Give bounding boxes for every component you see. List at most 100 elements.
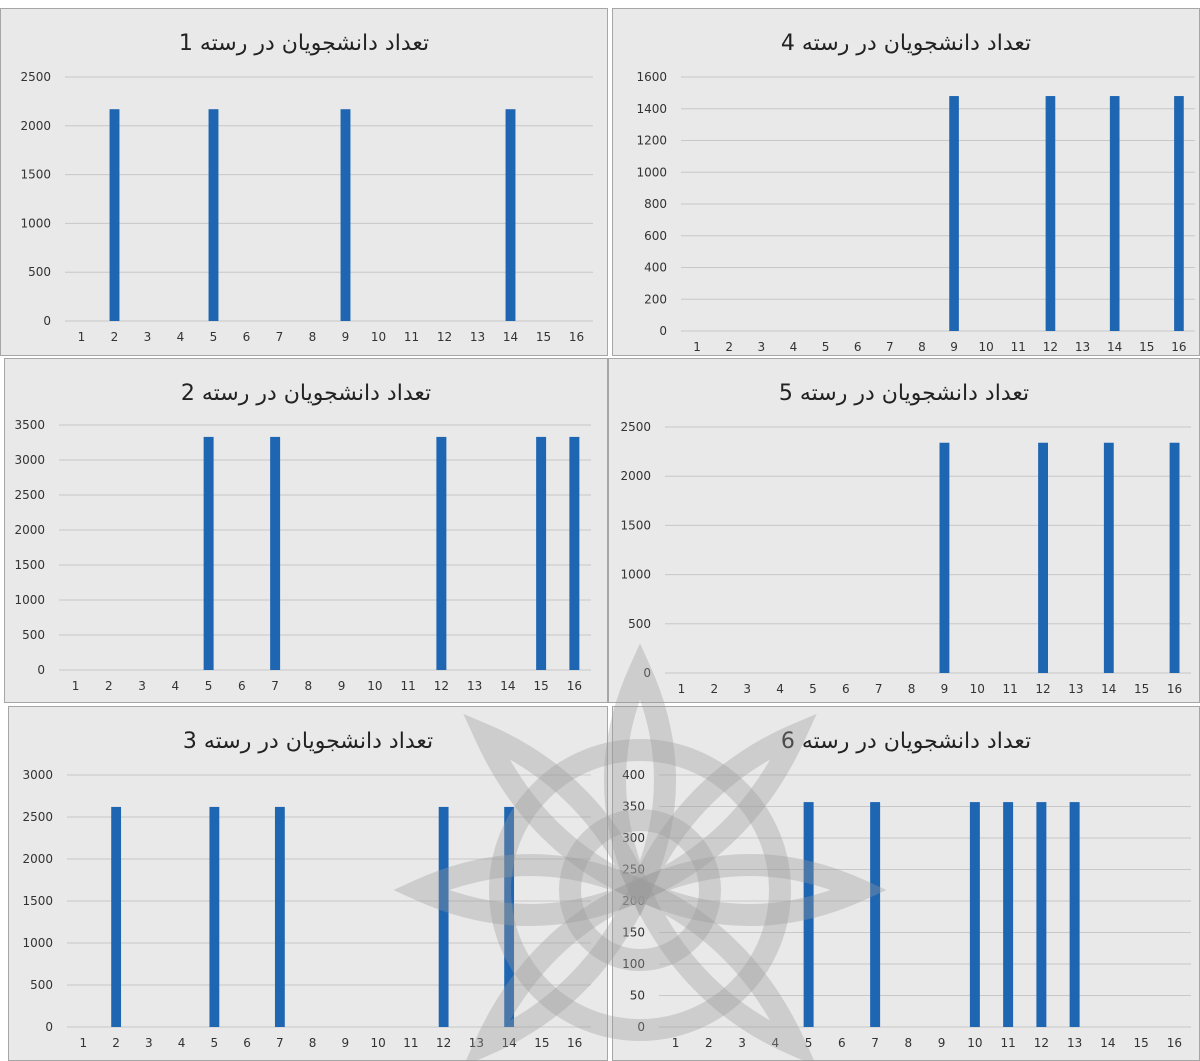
y-tick-label: 50 [630, 989, 645, 1003]
y-tick-label: 500 [28, 265, 51, 279]
y-tick-label: 1000 [14, 593, 45, 607]
y-tick-label: 1500 [20, 168, 51, 182]
x-tick-label: 4 [772, 1036, 780, 1050]
bar [274, 806, 285, 1027]
x-tick-label: 11 [403, 1036, 418, 1050]
y-tick-label: 1000 [20, 216, 51, 230]
bar [1036, 802, 1047, 1027]
x-tick-label: 5 [809, 682, 817, 696]
x-tick-label: 3 [145, 1036, 153, 1050]
bar [505, 109, 516, 321]
bar [1174, 96, 1184, 331]
bar [436, 436, 447, 670]
x-tick-label: 16 [569, 330, 584, 344]
x-tick-label: 16 [1171, 340, 1186, 354]
bar [870, 802, 881, 1027]
x-tick-label: 15 [534, 1036, 549, 1050]
y-tick-label: 0 [45, 1020, 53, 1034]
x-tick-label: 14 [1100, 1036, 1115, 1050]
x-tick-label: 15 [536, 330, 551, 344]
x-tick-label: 8 [309, 330, 317, 344]
x-tick-label: 12 [1043, 340, 1058, 354]
x-tick-label: 10 [970, 682, 985, 696]
chart-title: تعداد دانشجویان در رسته 3 [182, 729, 434, 754]
bar [569, 436, 580, 670]
x-tick-label: 11 [1011, 340, 1026, 354]
x-tick-label: 9 [938, 1036, 946, 1050]
y-tick-label: 200 [644, 292, 667, 306]
bar [1109, 96, 1120, 331]
x-tick-label: 5 [822, 340, 830, 354]
y-tick-label: 3000 [22, 768, 53, 782]
x-tick-label: 6 [243, 330, 251, 344]
y-tick-label: 1000 [22, 936, 53, 950]
x-tick-label: 6 [838, 1036, 846, 1050]
y-tick-label: 400 [622, 768, 645, 782]
bar [969, 802, 980, 1027]
chart-title: تعداد دانشجویان در رسته 2 [180, 381, 432, 406]
x-tick-label: 8 [918, 340, 926, 354]
x-tick-label: 6 [243, 1036, 251, 1050]
x-tick-label: 4 [776, 682, 784, 696]
y-tick-label: 1200 [636, 134, 667, 148]
chart-title: تعداد دانشجویان در رسته 6 [780, 729, 1032, 754]
y-tick-label: 3500 [14, 418, 45, 432]
y-tick-label: 1500 [620, 518, 651, 532]
x-tick-label: 5 [805, 1036, 813, 1050]
x-tick-label: 10 [967, 1036, 982, 1050]
bar [1103, 442, 1114, 673]
x-tick-label: 11 [1003, 682, 1018, 696]
x-tick-label: 4 [172, 679, 180, 693]
x-tick-label: 9 [342, 1036, 350, 1050]
x-tick-label: 15 [533, 679, 548, 693]
x-tick-label: 16 [567, 679, 582, 693]
x-tick-label: 2 [105, 679, 113, 693]
x-tick-label: 13 [467, 679, 482, 693]
x-tick-label: 15 [1133, 1036, 1148, 1050]
y-tick-label: 0 [643, 666, 651, 680]
x-tick-label: 10 [979, 340, 994, 354]
y-tick-label: 100 [622, 957, 645, 971]
x-tick-label: 3 [743, 682, 751, 696]
y-tick-label: 1000 [636, 165, 667, 179]
x-tick-label: 7 [871, 1036, 879, 1050]
y-tick-label: 2000 [22, 852, 53, 866]
x-tick-label: 13 [1075, 340, 1090, 354]
x-tick-label: 3 [757, 340, 765, 354]
x-tick-label: 12 [436, 1036, 451, 1050]
y-tick-label: 400 [644, 261, 667, 275]
y-tick-label: 600 [644, 229, 667, 243]
y-tick-label: 2500 [20, 70, 51, 84]
x-tick-label: 2 [705, 1036, 713, 1050]
y-tick-label: 1400 [636, 102, 667, 116]
y-tick-label: 0 [43, 314, 51, 328]
x-tick-label: 3 [144, 330, 152, 344]
x-tick-label: 13 [469, 1036, 484, 1050]
x-tick-label: 1 [80, 1036, 88, 1050]
bar [208, 109, 219, 321]
y-tick-label: 2500 [620, 420, 651, 434]
bar [1038, 442, 1048, 673]
x-tick-label: 16 [1167, 682, 1182, 696]
x-tick-label: 11 [404, 330, 419, 344]
bar [111, 806, 122, 1027]
x-tick-label: 10 [367, 679, 382, 693]
x-tick-label: 14 [1107, 340, 1122, 354]
y-tick-label: 1500 [14, 558, 45, 572]
chart-title: تعداد دانشجویان در رسته 5 [778, 381, 1030, 406]
x-tick-label: 1 [678, 682, 686, 696]
x-tick-label: 14 [1101, 682, 1116, 696]
x-tick-label: 9 [338, 679, 346, 693]
x-tick-label: 14 [500, 679, 515, 693]
x-tick-label: 4 [790, 340, 798, 354]
y-tick-label: 0 [637, 1020, 645, 1034]
x-tick-label: 7 [886, 340, 894, 354]
y-tick-label: 200 [622, 894, 645, 908]
chart-panel-2: تعداد دانشجویان در رسته 4 0 200 400 600 800 10… [612, 8, 1200, 356]
x-tick-label: 12 [1035, 682, 1050, 696]
y-tick-label: 2000 [620, 469, 651, 483]
chart-panel-6: تعداد دانشجویان در رسته 6 0 50 100 150 200 250… [612, 706, 1200, 1061]
